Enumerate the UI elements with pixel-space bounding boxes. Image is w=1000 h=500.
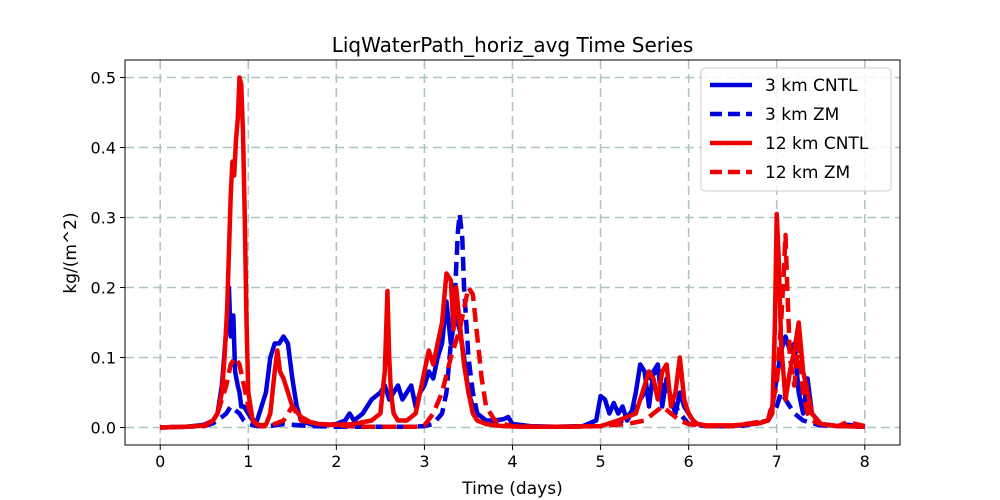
series-line-12-km-cntl — [160, 75, 865, 430]
y-tick-label: 0.4 — [91, 139, 116, 158]
y-tick-label: 0.0 — [91, 419, 116, 438]
x-tick-label: 3 — [419, 452, 429, 471]
legend: 3 km CNTL 3 km ZM 12 km CNTL 12 km ZM — [700, 67, 892, 192]
x-tick-label: 5 — [595, 452, 605, 471]
legend-label: 3 km ZM — [765, 105, 839, 125]
series-line-12-km-zm — [160, 232, 866, 430]
x-tick-label: 1 — [243, 452, 253, 471]
chart-title: LiqWaterPath_horiz_avg Time Series — [332, 33, 694, 57]
y-tick-label: 0.3 — [91, 209, 116, 228]
legend-label: 12 km ZM — [765, 163, 850, 183]
y-tick-label: 0.1 — [91, 349, 116, 368]
legend-label: 3 km CNTL — [765, 76, 858, 96]
legend-frame — [700, 67, 892, 192]
x-tick-label: 2 — [331, 452, 341, 471]
axis-ticks: 0 1 2 3 4 5 6 7 8 0.0 0.1 0.2 0.3 0.4 0.5 — [91, 69, 870, 472]
x-tick-label: 0 — [155, 452, 165, 471]
x-tick-label: 8 — [860, 452, 870, 471]
series-group — [160, 75, 866, 430]
x-tick-label: 4 — [507, 452, 517, 471]
legend-label: 12 km CNTL — [765, 134, 869, 154]
y-axis-label: kg/(m^2) — [61, 212, 81, 293]
x-tick-label: 7 — [772, 452, 782, 471]
x-tick-label: 6 — [684, 452, 694, 471]
y-tick-label: 0.5 — [91, 69, 116, 88]
x-axis-label: Time (days) — [461, 479, 562, 499]
y-tick-label: 0.2 — [91, 279, 116, 298]
